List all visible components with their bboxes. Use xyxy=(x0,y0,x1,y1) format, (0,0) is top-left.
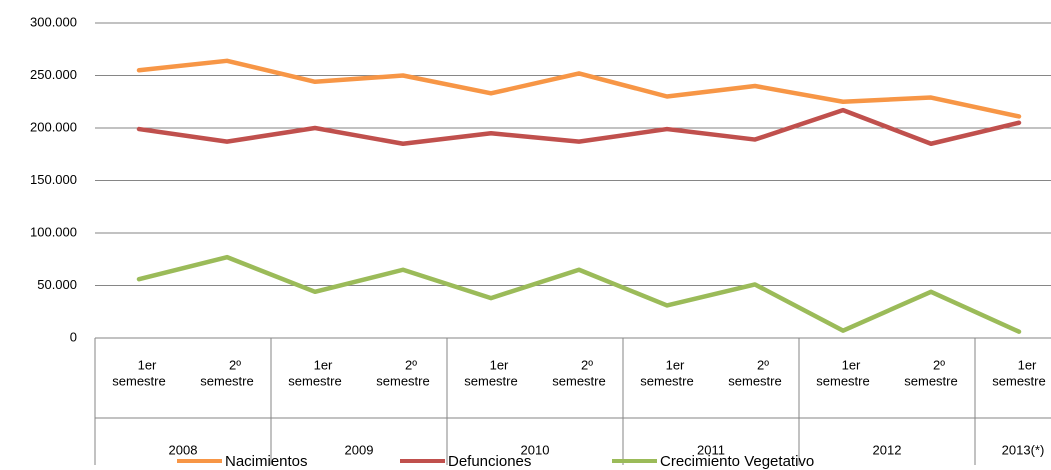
x-tick-label: 1er xyxy=(314,357,333,372)
legend-label: Defunciones xyxy=(448,453,531,470)
group-label: 2010 xyxy=(521,442,550,457)
x-tick-label: 1er xyxy=(490,357,509,372)
x-tick-label: 2º xyxy=(229,357,241,372)
y-tick-label: 150.000 xyxy=(30,172,77,187)
series-line xyxy=(136,58,1022,119)
y-tick-label: 100.000 xyxy=(30,224,77,239)
x-tick-label: semestre xyxy=(464,373,517,388)
group-label: 2009 xyxy=(345,442,374,457)
x-tick-label: semestre xyxy=(376,373,429,388)
y-tick-label: 300.000 xyxy=(30,14,77,29)
x-tick-label: 2º xyxy=(581,357,593,372)
x-tick-label: 2º xyxy=(933,357,945,372)
legend-label: Crecimiento Vegetativo xyxy=(660,453,814,470)
x-tick-label: 1er xyxy=(842,357,861,372)
x-tick-label: 1er xyxy=(138,357,157,372)
x-tick-label: semestre xyxy=(992,373,1045,388)
y-tick-label: 50.000 xyxy=(37,277,77,292)
series-line xyxy=(136,254,1022,334)
group-label: 2011 xyxy=(697,442,725,457)
group-label: 2008 xyxy=(169,442,198,457)
y-tick-label: 200.000 xyxy=(30,119,77,134)
x-tick-label: 1er xyxy=(1018,357,1037,372)
legend-label: Nacimientos xyxy=(225,453,308,470)
y-tick-label: 0 xyxy=(70,329,77,344)
group-label: 2013(*) xyxy=(1002,442,1045,457)
x-tick-label: 2º xyxy=(405,357,417,372)
x-tick-label: 2º xyxy=(757,357,769,372)
x-tick-label: semestre xyxy=(904,373,957,388)
x-tick-label: semestre xyxy=(816,373,869,388)
x-tick-label: semestre xyxy=(288,373,341,388)
y-tick-label: 250.000 xyxy=(30,67,77,82)
x-tick-label: 1er xyxy=(666,357,685,372)
x-tick-label: semestre xyxy=(200,373,253,388)
x-tick-label: semestre xyxy=(552,373,605,388)
group-label: 2012 xyxy=(873,442,902,457)
series-line xyxy=(136,107,1022,146)
x-tick-label: semestre xyxy=(640,373,693,388)
x-tick-label: semestre xyxy=(728,373,781,388)
x-tick-label: semestre xyxy=(112,373,165,388)
